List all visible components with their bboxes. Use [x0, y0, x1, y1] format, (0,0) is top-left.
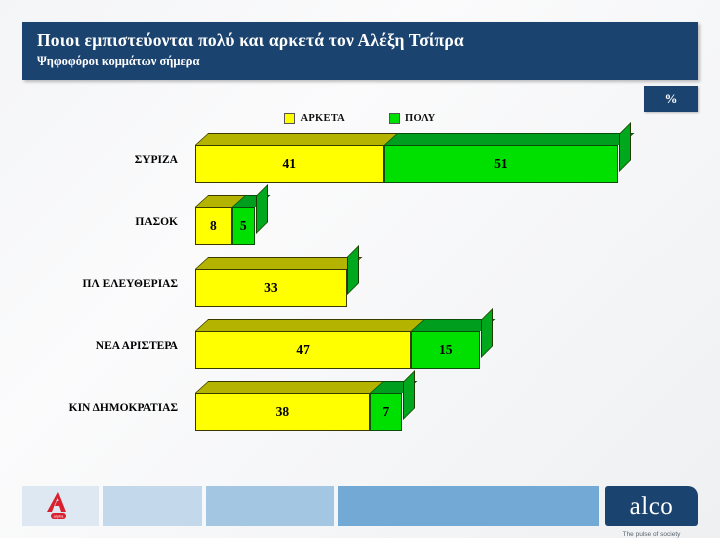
- alco-logo: alco The pulse of society: [605, 486, 698, 538]
- legend-label-arketa: ΑΡΚΕΤΑ: [300, 113, 345, 124]
- bar-row: ΠΛ ΕΛΕΥΘΕΡΙΑΣ 33: [0, 245, 720, 318]
- broadcaster-logo-cell: alpha: [22, 486, 99, 526]
- bar-segment-arketa: 47: [195, 319, 427, 369]
- bar-segment-poly: 51: [383, 122, 634, 183]
- legend-swatch-yellow-icon: [284, 113, 296, 124]
- bar-value-poly: 7: [382, 404, 390, 419]
- bar-value-poly: 5: [239, 218, 247, 233]
- category-label: ΠΛ ΕΛΕΥΘΕΡΙΑΣ: [82, 278, 178, 290]
- title-banner: Ποιοι εμπιστεύονται πολύ και αρκετά τον …: [22, 22, 698, 80]
- bar-row: ΠΑΣΟΚ 8 5: [0, 184, 720, 256]
- bar-value-arketa: 8: [210, 218, 217, 233]
- category-label: ΠΑΣΟΚ: [135, 216, 178, 228]
- bar-top-face: [195, 133, 399, 145]
- bar-side-face: [619, 122, 632, 172]
- bar-value-arketa: 47: [296, 342, 310, 357]
- chart-plot-area: ΣΥΡΙΖΑ 41 51 ΠΑΣΟΚ 8 5: [0, 122, 720, 452]
- bar-segment-arketa: 38: [195, 381, 386, 431]
- bar-row: ΣΥΡΙΖΑ 41 51: [0, 122, 720, 194]
- alpha-a-logo-icon: alpha: [47, 492, 66, 519]
- category-label: ΚΙΝ ΔΗΜΟΚΡΑΤΙΑΣ: [68, 402, 178, 414]
- bar-row: ΚΙΝ ΔΗΜΟΚΡΑΤΙΑΣ 38 7: [0, 370, 720, 442]
- bar-value-arketa: 33: [264, 280, 278, 295]
- footer-accent-bar-3: [338, 486, 599, 526]
- bar-value-arketa: 38: [275, 404, 290, 419]
- bar-top-face: [383, 133, 634, 145]
- bar-top-face: [195, 257, 363, 269]
- alco-tagline: The pulse of society: [622, 531, 681, 538]
- bar-row: ΝΕΑ ΑΡΙΣΤΕΡΑ 47 15: [0, 308, 720, 380]
- legend-swatch-green-icon: [389, 113, 400, 124]
- legend-item-arketa: ΑΡΚΕΤΑ: [284, 113, 345, 124]
- svg-text:alpha: alpha: [54, 514, 65, 519]
- bar-segment-arketa: 33: [195, 257, 363, 307]
- bar-value-poly: 51: [494, 156, 508, 171]
- page-title: Ποιοι εμπιστεύονται πολύ και αρκετά τον …: [37, 30, 464, 50]
- bar-segment-arketa: 8: [195, 195, 248, 245]
- percent-unit-badge: %: [644, 86, 698, 112]
- legend-item-poly: ΠΟΛΥ: [389, 113, 436, 124]
- bar-top-face: [195, 381, 386, 393]
- bar-top-face: [195, 319, 427, 331]
- chart-legend: ΑΡΚΕΤΑ ΠΟΛΥ: [0, 113, 720, 124]
- alco-wordmark: alco: [629, 492, 674, 520]
- footer-accent-bar-1: [103, 486, 202, 526]
- bar-segment-poly: 7: [369, 370, 418, 431]
- bar-segment-arketa: 41: [195, 133, 399, 183]
- legend-label-poly: ΠΟΛΥ: [405, 113, 436, 124]
- category-label: ΣΥΡΙΖΑ: [134, 154, 178, 166]
- footer: alpha alco The pulse of society: [22, 486, 698, 538]
- bar-value-arketa: 41: [282, 156, 297, 171]
- footer-accent-bar-2: [206, 486, 334, 526]
- category-label: ΝΕΑ ΑΡΙΣΤΕΡΑ: [95, 340, 178, 352]
- bar-segment-poly: 15: [411, 308, 496, 369]
- page-subtitle: Ψηφοφόροι κομμάτων σήμερα: [37, 54, 200, 68]
- bar-value-poly: 15: [438, 342, 453, 357]
- bar-segment-poly: 5: [231, 184, 271, 245]
